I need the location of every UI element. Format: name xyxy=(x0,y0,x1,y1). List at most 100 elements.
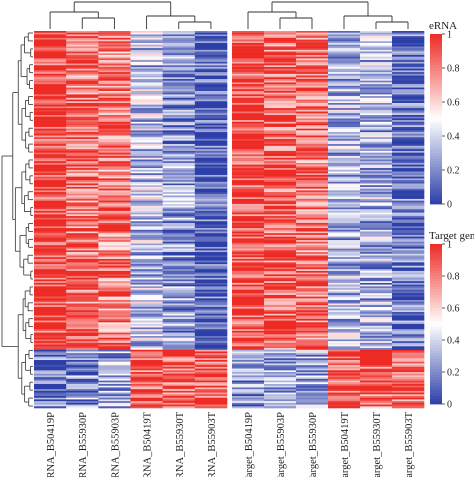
heatmap-cell xyxy=(66,171,99,174)
heatmap-cell xyxy=(264,193,297,196)
heatmap-cell xyxy=(194,252,228,255)
heatmap-cell xyxy=(296,277,329,280)
heatmap-cell xyxy=(130,73,163,76)
heatmap-cell xyxy=(162,68,196,71)
heatmap-cell xyxy=(34,138,67,141)
heatmap-cell xyxy=(34,305,67,308)
heatmap-cell xyxy=(130,126,163,129)
heatmap-cell xyxy=(392,92,425,95)
heatmap-cell xyxy=(264,397,297,400)
heatmap-cell xyxy=(264,377,297,380)
heatmap-cell xyxy=(328,368,361,371)
heatmap-cell xyxy=(392,113,425,116)
heatmap-cell xyxy=(296,78,329,81)
heatmap-cell xyxy=(392,198,425,201)
colorbar-swatch xyxy=(430,286,442,290)
heatmap-cell xyxy=(296,217,329,220)
heatmap-cell xyxy=(328,150,361,153)
heatmap-cell xyxy=(296,262,329,265)
heatmap-cell xyxy=(296,234,329,237)
heatmap-cell xyxy=(34,198,67,201)
heatmap-cell xyxy=(194,284,228,287)
heatmap-cell xyxy=(66,39,99,42)
heatmap-cell xyxy=(162,392,196,395)
heatmap-cell xyxy=(328,250,361,253)
heatmap-cell xyxy=(392,368,425,371)
heatmap-cell xyxy=(264,212,297,215)
heatmap-cell xyxy=(98,216,131,219)
heatmap-cell xyxy=(162,401,196,404)
heatmap-cell xyxy=(232,286,265,289)
heatmap-cell xyxy=(98,58,131,61)
heatmap-cell xyxy=(328,255,361,258)
heatmap-cell xyxy=(66,102,99,105)
heatmap-cell xyxy=(360,402,393,405)
heatmap-cell xyxy=(194,294,228,297)
heatmap-cell xyxy=(130,240,163,243)
heatmap-cell xyxy=(264,240,297,243)
heatmap-cell xyxy=(162,94,196,97)
heatmap-cell xyxy=(162,101,196,104)
heatmap-cell xyxy=(296,84,329,87)
heatmap-cell xyxy=(66,66,99,69)
heatmap-cell xyxy=(66,114,99,117)
heatmap-cell xyxy=(66,265,99,268)
heatmap-cell xyxy=(98,39,131,42)
heatmap-cell xyxy=(162,378,196,381)
colorbar-swatch xyxy=(430,268,442,272)
colorbar-swatch xyxy=(430,297,442,301)
heatmap-cell xyxy=(162,308,196,311)
heatmap-cell xyxy=(34,193,67,196)
heatmap-cell xyxy=(328,41,361,44)
heatmap-cell xyxy=(360,123,393,126)
colorbar-swatch xyxy=(430,369,442,373)
heatmap-cell xyxy=(34,159,67,162)
heatmap-cell xyxy=(296,296,329,299)
heatmap-cell xyxy=(296,61,329,64)
heatmap-cell xyxy=(232,210,265,213)
heatmap-cell xyxy=(98,264,131,267)
heatmap-cell xyxy=(162,128,196,131)
heatmap-cell xyxy=(98,207,131,210)
heatmap-cell xyxy=(98,402,131,405)
heatmap-cell xyxy=(130,233,163,236)
heatmap-cell xyxy=(162,132,196,135)
heatmap-cell xyxy=(392,253,425,256)
heatmap-cell xyxy=(162,161,196,164)
heatmap-cell xyxy=(66,228,99,231)
heatmap-cell xyxy=(66,404,99,407)
heatmap-cell xyxy=(328,298,361,301)
heatmap-cell xyxy=(130,226,163,229)
heatmap-cell xyxy=(34,39,67,42)
heatmap-cell xyxy=(392,339,425,342)
heatmap-cell xyxy=(162,252,196,255)
heatmap-cell xyxy=(392,53,425,56)
heatmap-cell xyxy=(264,384,297,387)
heatmap-cell xyxy=(232,125,265,128)
heatmap-cell xyxy=(264,192,297,195)
heatmap-cell xyxy=(264,32,297,35)
heatmap-cell xyxy=(98,387,131,390)
heatmap-cell xyxy=(34,154,67,157)
heatmap-cell xyxy=(34,209,67,212)
heatmap-cell xyxy=(264,108,297,111)
heatmap-cell xyxy=(296,135,329,138)
heatmap-cell xyxy=(194,168,228,171)
heatmap-cell xyxy=(130,94,163,97)
heatmap-cell xyxy=(264,233,297,236)
heatmap-cell xyxy=(98,80,131,83)
heatmap-cell xyxy=(392,373,425,376)
heatmap-cell xyxy=(194,392,228,395)
heatmap-cell xyxy=(194,156,228,159)
heatmap-cell xyxy=(194,219,228,222)
heatmap-cell xyxy=(296,293,329,296)
heatmap-cell xyxy=(34,346,67,349)
heatmap-cell xyxy=(34,306,67,309)
heatmap-cell xyxy=(34,248,67,251)
heatmap-cell xyxy=(232,198,265,201)
heatmap-cell xyxy=(66,87,99,90)
heatmap-cell xyxy=(392,250,425,253)
heatmap-cell xyxy=(360,162,393,165)
heatmap-cell xyxy=(392,361,425,364)
heatmap-cell xyxy=(232,294,265,297)
